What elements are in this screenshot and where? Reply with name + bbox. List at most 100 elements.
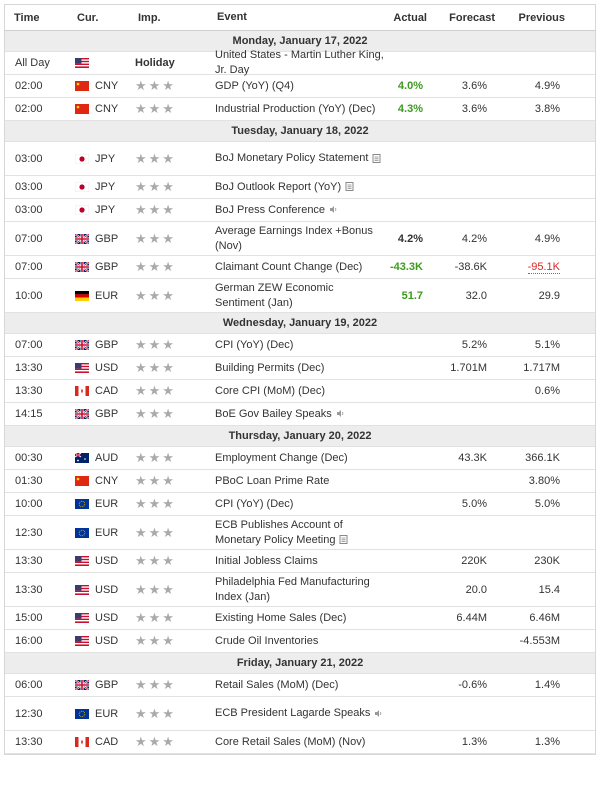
event-name[interactable]: Core Retail Sales (MoM) (Nov) <box>215 731 385 753</box>
event-name[interactable]: Building Permits (Dec) <box>215 357 385 379</box>
event-name-text[interactable]: Claimant Count Change (Dec) <box>215 260 363 273</box>
event-row[interactable]: 07:00 GBP ★★★ Claimant Count Change (Dec… <box>5 256 595 279</box>
forecast-value: -38.6K <box>454 261 487 273</box>
event-row[interactable]: 13:30 USD ★★★ Initial Jobless Claims 220… <box>5 550 595 573</box>
previous-value: 3.8% <box>534 103 560 115</box>
event-name[interactable]: United States - Martin Luther King, Jr. … <box>215 49 385 76</box>
flag-de-icon <box>75 279 91 312</box>
event-row[interactable]: 13:30 USD ★★★ Philadelphia Fed Manufactu… <box>5 573 595 607</box>
speaker-icon[interactable] <box>325 204 338 216</box>
header-event[interactable]: Event <box>217 11 247 23</box>
event-row[interactable]: 06:00 GBP ★★★ Retail Sales (MoM) (Dec) -… <box>5 674 595 697</box>
flag-cn-icon <box>75 470 91 492</box>
flag-eu-icon <box>75 516 91 549</box>
event-name-text[interactable]: BoE Gov Bailey Speaks <box>215 407 332 420</box>
event-row[interactable]: 03:00 JPY ★★★ BoJ Outlook Report (YoY) <box>5 176 595 199</box>
event-name-text[interactable]: ECB Publishes Account of Monetary Policy… <box>215 518 343 546</box>
event-name[interactable]: Philadelphia Fed Manufacturing Index (Ja… <box>215 573 385 606</box>
event-row[interactable]: 14:15 GBP ★★★ BoE Gov Bailey Speaks <box>5 403 595 426</box>
event-name[interactable]: ECB President Lagarde Speaks <box>215 697 385 730</box>
event-name[interactable]: Claimant Count Change (Dec) <box>215 256 385 278</box>
document-icon[interactable] <box>368 152 381 164</box>
event-row[interactable]: 12:30 EUR ★★★ ECB Publishes Account of M… <box>5 516 595 550</box>
event-row[interactable]: 13:30 USD ★★★ Building Permits (Dec) 1.7… <box>5 357 595 380</box>
event-name-text[interactable]: ECB President Lagarde Speaks <box>215 707 371 719</box>
event-name-text[interactable]: CPI (YoY) (Dec) <box>215 338 294 351</box>
importance-stars-icon: ★★★ <box>135 230 176 246</box>
event-name[interactable]: Crude Oil Inventories <box>215 630 385 652</box>
event-name-text[interactable]: Crude Oil Inventories <box>215 634 319 647</box>
event-name-text[interactable]: Employment Change (Dec) <box>215 451 348 464</box>
event-time: 15:00 <box>15 612 43 624</box>
event-name[interactable]: Initial Jobless Claims <box>215 550 385 572</box>
event-name[interactable]: Existing Home Sales (Dec) <box>215 607 385 629</box>
event-name-text[interactable]: German ZEW Economic Sentiment (Jan) <box>215 281 334 309</box>
event-name-text[interactable]: BoJ Monetary Policy Statement <box>215 152 369 164</box>
event-row[interactable]: 13:30 CAD ★★★ Core CPI (MoM) (Dec) 0.6% <box>5 380 595 403</box>
event-row[interactable]: 16:00 USD ★★★ Crude Oil Inventories -4.5… <box>5 630 595 653</box>
event-name[interactable]: Employment Change (Dec) <box>215 447 385 469</box>
event-row[interactable]: 03:00 JPY ★★★ BoJ Press Conference <box>5 199 595 222</box>
previous-cell <box>490 52 560 74</box>
event-name[interactable]: PBoC Loan Prime Rate <box>215 470 385 492</box>
event-name-text[interactable]: Core Retail Sales (MoM) (Nov) <box>215 735 366 748</box>
event-name[interactable]: CPI (YoY) (Dec) <box>215 334 385 356</box>
header-importance[interactable]: Imp. <box>138 11 161 24</box>
event-currency: USD <box>95 635 119 647</box>
event-name[interactable]: Retail Sales (MoM) (Dec) <box>215 674 385 696</box>
event-name-text[interactable]: BoJ Outlook Report (YoY) <box>215 180 342 193</box>
speaker-icon[interactable] <box>332 408 345 420</box>
event-row[interactable]: 03:00 JPY ★★★ BoJ Monetary Policy Statem… <box>5 142 595 176</box>
event-name-text[interactable]: Building Permits (Dec) <box>215 361 325 374</box>
event-row[interactable]: 02:00 CNY ★★★ Industrial Production (YoY… <box>5 98 595 121</box>
event-name-text[interactable]: United States - Martin Luther King, Jr. … <box>215 49 384 76</box>
event-name-text[interactable]: Average Earnings Index +Bonus (Nov) <box>215 224 373 252</box>
event-name[interactable]: Industrial Production (YoY) (Dec) <box>215 98 385 120</box>
event-name-text[interactable]: CPI (YoY) (Dec) <box>215 497 294 510</box>
event-currency: USD <box>95 612 119 624</box>
document-icon[interactable] <box>341 181 354 193</box>
day-header: Monday, January 17, 2022 <box>5 31 595 52</box>
event-name[interactable]: BoJ Outlook Report (YoY) <box>215 176 385 198</box>
header-currency[interactable]: Cur. <box>77 11 99 24</box>
event-row[interactable]: 10:00 EUR ★★★ German ZEW Economic Sentim… <box>5 279 595 313</box>
event-row[interactable]: 01:30 CNY ★★★ PBoC Loan Prime Rate 3.80% <box>5 470 595 493</box>
event-name-text[interactable]: Industrial Production (YoY) (Dec) <box>215 102 376 115</box>
event-name[interactable]: GDP (YoY) (Q4) <box>215 75 385 97</box>
event-name-text[interactable]: Philadelphia Fed Manufacturing Index (Ja… <box>215 575 370 603</box>
event-name-text[interactable]: Retail Sales (MoM) (Dec) <box>215 678 339 691</box>
event-row[interactable]: 13:30 CAD ★★★ Core Retail Sales (MoM) (N… <box>5 731 595 754</box>
header-actual[interactable]: Actual <box>393 11 427 24</box>
event-name[interactable]: German ZEW Economic Sentiment (Jan) <box>215 279 385 312</box>
event-name-text[interactable]: Core CPI (MoM) (Dec) <box>215 384 326 397</box>
event-name-text[interactable]: Initial Jobless Claims <box>215 554 318 567</box>
actual-value <box>385 52 423 74</box>
event-row[interactable]: 07:00 GBP ★★★ CPI (YoY) (Dec) 5.2% 5.1% <box>5 334 595 357</box>
speaker-icon[interactable] <box>370 707 383 719</box>
event-name[interactable]: BoE Gov Bailey Speaks <box>215 403 385 425</box>
event-row[interactable]: All Day Holiday United States - Martin L… <box>5 49 595 76</box>
day-header: Friday, January 21, 2022 <box>5 653 595 674</box>
document-icon[interactable] <box>335 534 348 546</box>
event-name[interactable]: ECB Publishes Account of Monetary Policy… <box>215 516 385 549</box>
event-name[interactable]: CPI (YoY) (Dec) <box>215 493 385 515</box>
event-name[interactable]: BoJ Press Conference <box>215 199 385 221</box>
event-name[interactable]: Average Earnings Index +Bonus (Nov) <box>215 222 385 255</box>
event-row[interactable]: 10:00 EUR ★★★ CPI (YoY) (Dec) 5.0% 5.0% <box>5 493 595 516</box>
header-forecast[interactable]: Forecast <box>449 11 495 24</box>
event-row[interactable]: 07:00 GBP ★★★ Average Earnings Index +Bo… <box>5 222 595 256</box>
event-name-text[interactable]: BoJ Press Conference <box>215 203 326 216</box>
event-name-text[interactable]: Existing Home Sales (Dec) <box>215 611 347 624</box>
header-time[interactable]: Time <box>14 11 40 24</box>
event-row[interactable]: 00:30 AUD ★★★ Employment Change (Dec) 43… <box>5 447 595 470</box>
header-previous[interactable]: Previous <box>518 11 565 24</box>
event-time: 03:00 <box>15 204 43 216</box>
event-name-text[interactable]: GDP (YoY) (Q4) <box>215 79 294 92</box>
event-row[interactable]: 02:00 CNY ★★★ GDP (YoY) (Q4) 4.0% 3.6% 4… <box>5 75 595 98</box>
event-name[interactable]: Core CPI (MoM) (Dec) <box>215 380 385 402</box>
event-row[interactable]: 15:00 USD ★★★ Existing Home Sales (Dec) … <box>5 607 595 630</box>
event-row[interactable]: 12:30 EUR ★★★ ECB President Lagarde Spea… <box>5 697 595 731</box>
event-name[interactable]: BoJ Monetary Policy Statement <box>215 142 385 175</box>
event-name-text[interactable]: PBoC Loan Prime Rate <box>215 474 330 487</box>
actual-value <box>385 142 423 175</box>
